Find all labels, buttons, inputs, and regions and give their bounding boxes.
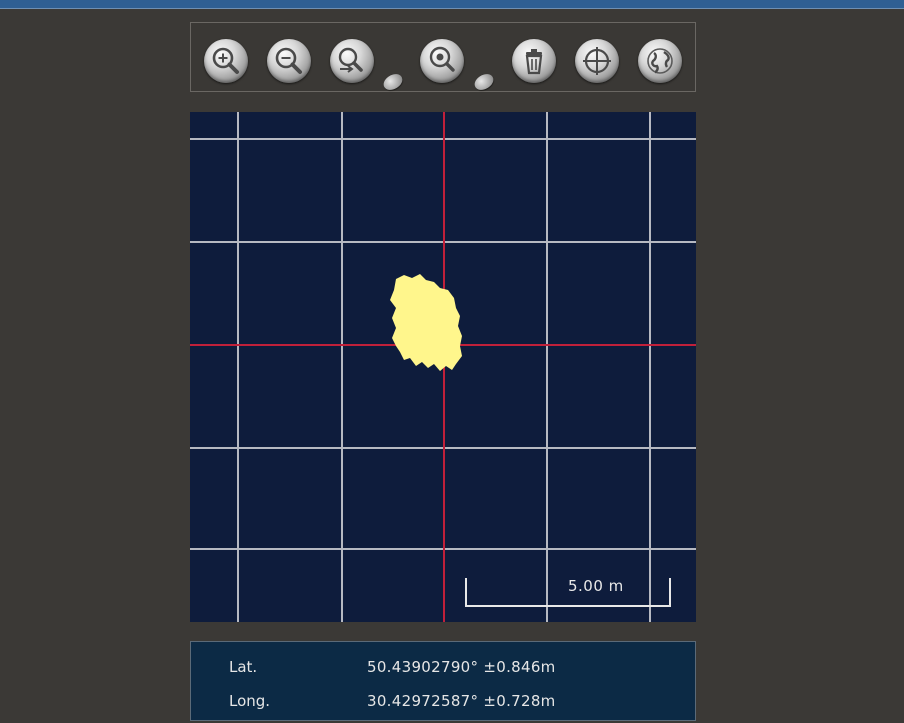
center-on-position-button[interactable] <box>575 39 619 83</box>
zoom-to-area-icon <box>429 46 455 72</box>
latitude-value: 50.43902790° ±0.846m <box>367 658 556 676</box>
area-marker-icon <box>471 70 497 94</box>
point-marker-icon <box>380 70 406 94</box>
map-toolbar <box>190 22 696 94</box>
position-map[interactable]: 5.00 m <box>190 112 696 622</box>
window-title-strip <box>0 0 904 9</box>
zoom-in-button[interactable] <box>204 39 248 83</box>
world-view-button[interactable] <box>638 39 682 83</box>
map-grid <box>190 112 696 622</box>
zoom-to-area-button[interactable] <box>420 39 464 83</box>
crosshair-icon <box>583 47 611 75</box>
scale-bar <box>465 578 671 607</box>
zoom-out-button[interactable] <box>267 39 311 83</box>
longitude-row: Long. 30.42972587° ±0.728m <box>191 692 695 714</box>
longitude-label: Long. <box>229 692 271 710</box>
coordinates-panel: Lat. 50.43902790° ±0.846m Long. 30.42972… <box>190 641 696 721</box>
zoom-to-point-button[interactable] <box>330 39 374 83</box>
longitude-value: 30.42972587° ±0.728m <box>367 692 556 710</box>
gps-position-panel: 5.00 m Lat. 50.43902790° ±0.846m Long. 3… <box>0 9 904 723</box>
latitude-label: Lat. <box>229 658 258 676</box>
zoom-in-icon <box>212 47 239 74</box>
zoom-to-point-icon <box>338 47 363 73</box>
globe-icon <box>647 48 673 74</box>
position-accuracy-blob <box>390 274 462 371</box>
clear-button[interactable] <box>512 39 556 83</box>
trash-icon <box>525 49 543 75</box>
latitude-row: Lat. 50.43902790° ±0.846m <box>191 658 695 680</box>
scale-label: 5.00 m <box>568 577 624 595</box>
zoom-out-icon <box>275 47 302 74</box>
